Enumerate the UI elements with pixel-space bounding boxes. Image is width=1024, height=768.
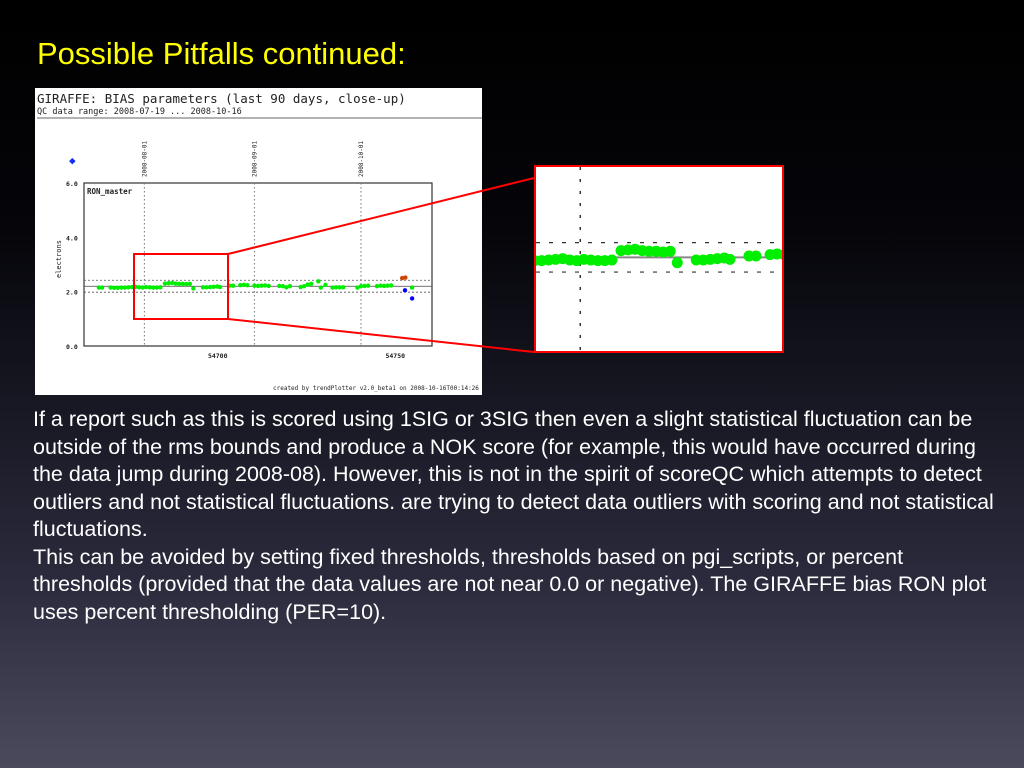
data-point-ok [337,285,342,290]
zoom-inset-svg [529,167,790,351]
data-point-ok [280,284,286,289]
inset-data-point [671,257,683,269]
chart-title: GIRAFFE: BIAS parameters (last 90 days, … [37,91,406,106]
x-tick-label: 54750 [385,352,405,360]
x-tick-label: 54700 [208,352,228,360]
data-point-ok [187,281,193,286]
data-point-ok [158,285,163,290]
data-point-ok [341,285,346,290]
paragraph-scoring-issue: If a report such as this is scored using… [33,407,994,541]
date-marker-label: 2008-10-01 [358,140,365,177]
data-point-ok [305,282,310,287]
data-point-ok [238,282,243,288]
panel-label: RON_master [87,187,133,196]
diamond-icon: ◆ [69,154,76,167]
data-point-low [409,296,415,301]
data-point-warn [403,275,408,280]
data-point-ok [266,283,271,289]
data-point-ok [374,284,380,289]
data-point-ok [252,283,257,288]
data-point-ok [259,283,264,288]
data-point-ok [255,283,261,289]
inset-data-point [750,250,762,262]
data-point-ok [217,284,223,290]
data-point-ok [298,284,303,290]
date-marker-label: 2008-08-01 [141,140,148,177]
data-point-ok [287,284,293,289]
data-point-ok [362,283,367,289]
data-point-ok [330,285,335,290]
data-point-ok [378,283,383,288]
slide-body: If a report such as this is scored using… [33,406,1003,626]
y-axis-label: electrons [55,240,63,278]
trend-plot: GIRAFFE: BIAS parameters (last 90 days, … [35,88,482,395]
inset-data-point [664,245,676,257]
inset-data-point [606,254,618,266]
data-point-ok [122,285,128,290]
data-point-ok [115,285,120,291]
y-tick-label: 2.0 [66,289,78,297]
data-point-ok [333,285,339,290]
data-point-ok [119,285,124,290]
data-point-ok [284,285,289,290]
data-point-ok [358,284,364,289]
y-tick-label: 0.0 [66,343,78,351]
data-point-ok [99,285,105,290]
chart-footer: created by trendPlotter v2.0_beta1 on 20… [273,385,479,392]
inset-data-point [724,253,736,265]
data-point-ok [409,285,415,290]
chart-subtitle: QC data range: 2008-07-19 ... 2008-10-16 [37,107,242,117]
y-tick-label: 4.0 [66,234,78,242]
data-point-ok [355,285,360,290]
slide-title: Possible Pitfalls continued: [37,36,406,71]
plot-frame [83,182,433,347]
data-point-ok [365,283,371,288]
paragraph-avoidance: This can be avoided by setting fixed thr… [33,544,987,624]
data-point-ok [126,285,131,290]
data-point-ok [230,283,236,288]
data-point-ok [301,284,307,289]
data-point-low [402,288,408,293]
data-point-ok [385,283,390,288]
data-point-ok [381,283,387,289]
data-point-ok [241,282,246,288]
data-point-ok [388,283,394,288]
trend-plot-svg: GIRAFFE: BIAS parameters (last 90 days, … [37,91,482,392]
data-point-ok [245,282,250,288]
data-point-ok [309,281,314,286]
data-point-ok [316,279,321,284]
data-point-ok [191,286,196,291]
data-point-ok [262,283,268,288]
data-point-ok [323,282,328,288]
data-point-ok [111,285,117,291]
y-tick-label: 6.0 [66,180,78,188]
data-point-ok [318,285,324,290]
data-point-ok [108,285,113,290]
zoom-inset [529,165,790,353]
data-point-ok [96,285,102,290]
data-point-ok [277,283,282,289]
date-marker-label: 2008-09-01 [251,140,258,177]
